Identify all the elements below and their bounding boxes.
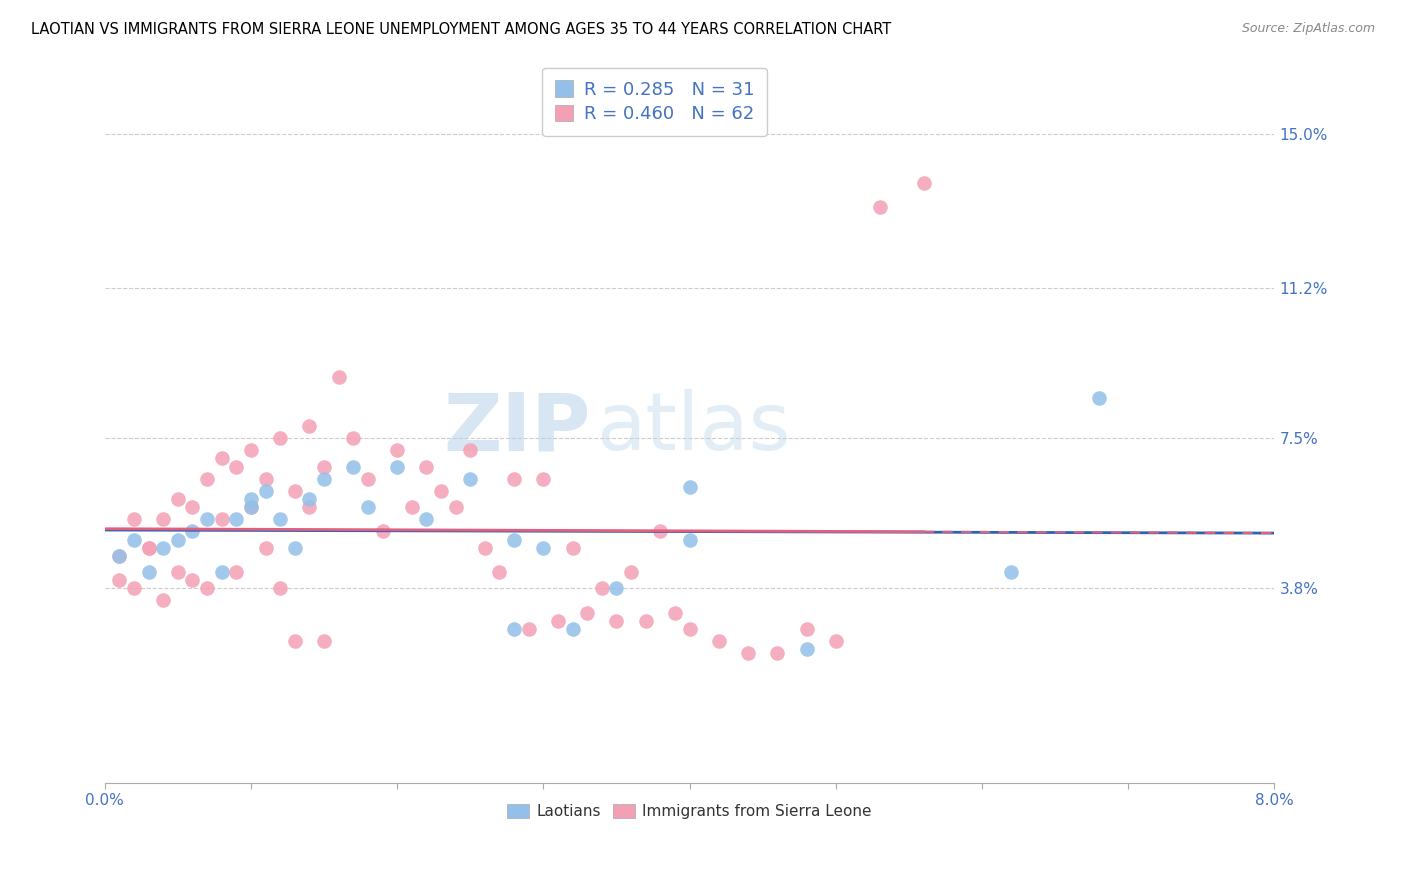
- Point: [312, 634, 335, 648]
- Point: [269, 512, 291, 526]
- Point: [503, 533, 526, 547]
- Point: [254, 483, 277, 498]
- Point: [254, 541, 277, 555]
- Point: [181, 500, 204, 515]
- Point: [547, 614, 569, 628]
- Point: [503, 622, 526, 636]
- Point: [138, 541, 160, 555]
- Point: [620, 565, 643, 579]
- Point: [458, 472, 481, 486]
- Point: [357, 472, 380, 486]
- Point: [415, 459, 437, 474]
- Point: [503, 472, 526, 486]
- Point: [211, 451, 233, 466]
- Text: Source: ZipAtlas.com: Source: ZipAtlas.com: [1241, 22, 1375, 36]
- Point: [824, 634, 846, 648]
- Point: [225, 512, 247, 526]
- Point: [430, 483, 453, 498]
- Point: [371, 524, 394, 539]
- Point: [1088, 391, 1111, 405]
- Point: [152, 593, 174, 607]
- Point: [284, 483, 307, 498]
- Point: [707, 634, 730, 648]
- Point: [561, 622, 583, 636]
- Point: [531, 472, 554, 486]
- Point: [312, 459, 335, 474]
- Point: [576, 606, 599, 620]
- Point: [385, 459, 408, 474]
- Point: [796, 622, 818, 636]
- Point: [678, 480, 700, 494]
- Point: [488, 565, 510, 579]
- Point: [284, 541, 307, 555]
- Point: [181, 573, 204, 587]
- Point: [298, 500, 321, 515]
- Point: [122, 533, 145, 547]
- Point: [357, 500, 380, 515]
- Point: [211, 565, 233, 579]
- Point: [152, 541, 174, 555]
- Point: [401, 500, 423, 515]
- Point: [796, 642, 818, 657]
- Text: LAOTIAN VS IMMIGRANTS FROM SIERRA LEONE UNEMPLOYMENT AMONG AGES 35 TO 44 YEARS C: LAOTIAN VS IMMIGRANTS FROM SIERRA LEONE …: [31, 22, 891, 37]
- Point: [239, 500, 262, 515]
- Point: [195, 472, 218, 486]
- Point: [181, 524, 204, 539]
- Point: [166, 491, 188, 506]
- Point: [605, 614, 627, 628]
- Point: [152, 512, 174, 526]
- Point: [458, 443, 481, 458]
- Point: [122, 582, 145, 596]
- Point: [342, 431, 364, 445]
- Legend: Laotians, Immigrants from Sierra Leone: Laotians, Immigrants from Sierra Leone: [502, 797, 877, 825]
- Point: [138, 541, 160, 555]
- Point: [239, 443, 262, 458]
- Point: [269, 431, 291, 445]
- Point: [385, 443, 408, 458]
- Point: [138, 565, 160, 579]
- Point: [1000, 565, 1022, 579]
- Point: [312, 472, 335, 486]
- Point: [342, 459, 364, 474]
- Point: [166, 565, 188, 579]
- Point: [254, 472, 277, 486]
- Point: [225, 565, 247, 579]
- Point: [678, 533, 700, 547]
- Point: [634, 614, 657, 628]
- Point: [122, 512, 145, 526]
- Point: [561, 541, 583, 555]
- Point: [239, 500, 262, 515]
- Point: [108, 549, 131, 563]
- Point: [211, 512, 233, 526]
- Point: [239, 491, 262, 506]
- Point: [195, 582, 218, 596]
- Point: [869, 200, 891, 214]
- Point: [108, 549, 131, 563]
- Point: [225, 459, 247, 474]
- Point: [328, 370, 350, 384]
- Point: [166, 533, 188, 547]
- Point: [766, 646, 789, 660]
- Point: [664, 606, 686, 620]
- Point: [284, 634, 307, 648]
- Point: [298, 419, 321, 434]
- Point: [298, 491, 321, 506]
- Point: [474, 541, 496, 555]
- Point: [737, 646, 759, 660]
- Point: [108, 573, 131, 587]
- Point: [195, 512, 218, 526]
- Point: [444, 500, 467, 515]
- Point: [591, 582, 613, 596]
- Text: ZIP: ZIP: [443, 389, 591, 467]
- Point: [269, 582, 291, 596]
- Point: [678, 622, 700, 636]
- Point: [517, 622, 540, 636]
- Text: atlas: atlas: [596, 389, 790, 467]
- Point: [912, 176, 935, 190]
- Point: [605, 582, 627, 596]
- Point: [650, 524, 672, 539]
- Point: [531, 541, 554, 555]
- Point: [415, 512, 437, 526]
